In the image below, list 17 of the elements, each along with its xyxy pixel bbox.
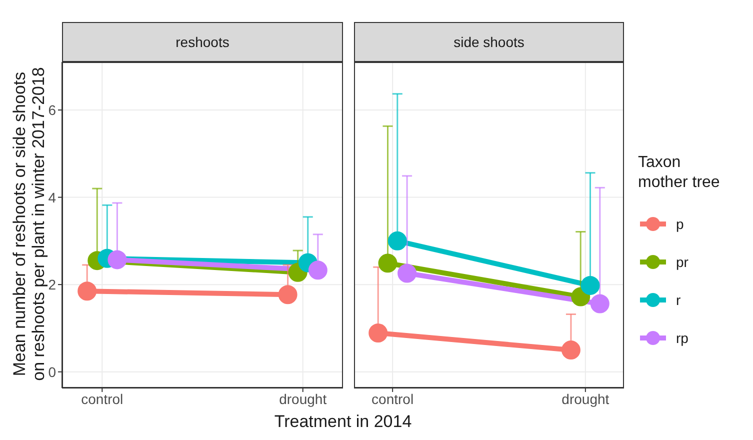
- x-axis-title: Treatment in 2014: [273, 412, 413, 432]
- y-tick-label: 4: [48, 189, 56, 206]
- chart-title: side shoots: [354, 22, 624, 62]
- y-axis-title: Mean number of reshoots or side shoots on reshoots per plant in winter 2017-2018: [10, 67, 48, 381]
- x-tick-label: control: [372, 390, 414, 407]
- legend-title: Taxon mother tree: [638, 153, 720, 193]
- y-tick-label: 6: [48, 102, 56, 118]
- y-tick-label: 2: [48, 276, 56, 293]
- x-tick-label: control: [81, 390, 124, 407]
- chart-title: reshoots: [62, 22, 343, 62]
- x-tick-label: drought: [562, 390, 610, 407]
- legend-label: r: [676, 292, 681, 308]
- legend-label: p: [676, 216, 684, 232]
- legend-label: pr: [676, 254, 688, 270]
- y-tick-label: 0: [48, 364, 56, 380]
- x-tick-label: drought: [279, 390, 327, 407]
- legend-label: rp: [676, 330, 688, 346]
